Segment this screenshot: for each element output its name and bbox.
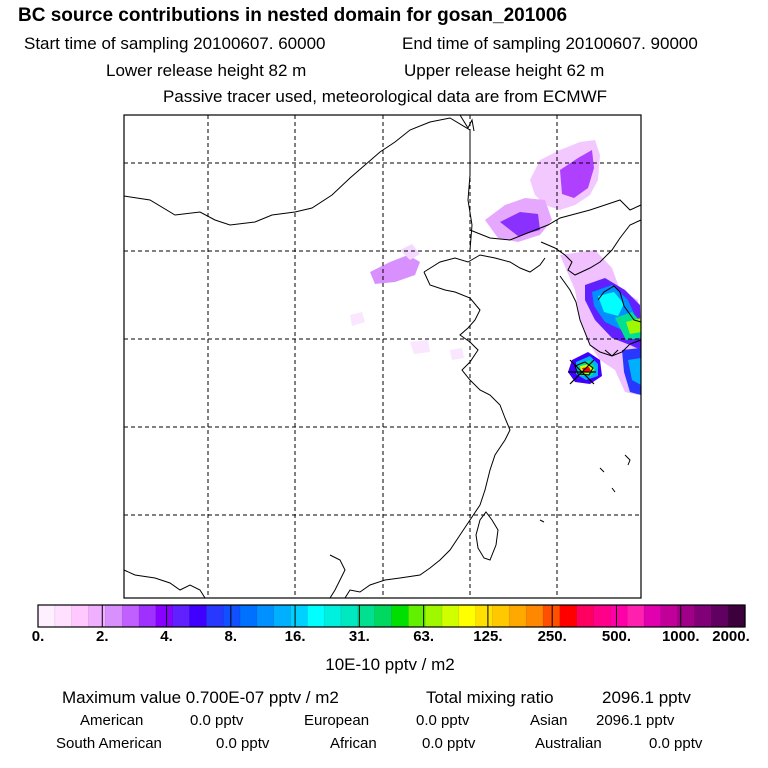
colorbar-cell [677,605,696,627]
colorbar-cell [660,605,679,627]
region-south-american-name: South American [56,735,162,752]
colorbar-tick-label: 4. [160,628,173,645]
colorbar-cell [711,605,729,627]
colorbar-cell [341,605,359,627]
colorbar-cell [256,605,275,627]
colorbar-cell [610,605,628,627]
colorbar-cell [54,605,73,627]
colorbar-tick-label: 250. [537,628,567,645]
colorbar-cell [240,605,258,627]
colorbar-cell [206,605,224,627]
receptor-marker [568,359,596,385]
lower-release-height: Lower release height 82 m [106,61,307,80]
total-mixing-value: 2096.1 pptv [602,688,691,707]
colorbar-cell [189,605,207,627]
region-australian-name: Australian [535,735,602,752]
colorbar-units: 10E-10 pptv / m2 [325,655,455,674]
plume-scatter-1 [350,312,365,326]
colorbar-cell [475,605,494,627]
colorbar-tick-label: 1000. [661,628,700,645]
coastlines [123,114,642,599]
start-time: Start time of sampling 20100607. 60000 [24,34,326,53]
colorbar-cell [122,605,140,627]
colorbar-cell [458,605,477,627]
map-frame [123,114,642,599]
colorbar-cell [492,605,510,627]
region-european-value: 0.0 pptv [416,712,470,729]
colorbar-tick-label: 125. [473,628,503,645]
colorbar-cell [374,605,393,627]
plume-scatter-3 [450,348,464,360]
colorbar-cell [509,605,527,627]
region-australian-value: 0.0 pptv [649,735,703,752]
plume-mid-core [500,212,540,236]
colorbar-tick-label: 8. [224,628,238,645]
colorbar-cell [105,605,123,627]
colorbar-cell [408,605,426,627]
colorbar-tick-label: 2000. [712,628,750,645]
colorbar-tick-label: 31. [348,628,370,645]
colorbar-cell [442,605,460,627]
colorbar-cell [307,605,325,627]
gridlines [124,115,641,598]
colorbar-cell [627,605,645,627]
plume-scatter-2 [410,340,430,354]
colorbar-cell [172,605,191,627]
maximum-value: Maximum value 0.700E-07 pptv / m2 [62,688,339,707]
region-south-american-value: 0.0 pptv [216,735,270,752]
region-european-name: European [304,712,370,729]
colorbar-cell [694,605,712,627]
colorbar-cell [324,605,342,627]
plume-layer [350,140,641,395]
colorbar-cell [139,605,157,627]
colorbar-cell [290,605,308,627]
colorbar-cell [644,605,662,627]
plume-korea-lime [626,318,641,334]
plume-korea-south-core [628,358,641,385]
colorbar-cell [391,605,409,627]
plume-north-core [560,150,594,198]
region-african-value: 0.0 pptv [422,735,476,752]
colorbar-cell [593,605,611,627]
colorbar-tick-label: 500. [601,628,632,645]
colorbar-cell [576,605,595,627]
plume-gosan-red [582,367,591,372]
colorbar-cell [38,605,56,627]
colorbar-cell [71,605,90,627]
plume-west-light [400,244,420,260]
region-asian-name: Asian [530,712,568,729]
tracer-note: Passive tracer used, meteorological data… [162,87,608,106]
total-mixing-label: Total mixing ratio [426,688,554,707]
colorbar-tick-label: 16. [284,628,306,645]
colorbar-cell [728,605,746,627]
colorbar-tick-label: 63. [413,628,435,645]
colorbar-cell [223,605,241,627]
chart-title: BC source contributions in nested domain… [18,5,568,26]
region-asian-value: 2096.1 pptv [596,712,675,729]
region-american-value: 0.0 pptv [190,712,244,729]
colorbar-cell [526,605,544,627]
plume-korea-cyan [598,292,624,316]
colorbar-tick-label: 2. [96,628,109,645]
region-african-name: African [330,735,377,752]
colorbar-cell [155,605,174,627]
colorbar-cell [88,605,106,627]
colorbar-cell [559,605,578,627]
region-american-name: American [80,712,144,729]
colorbar-tick-label: 0. [31,628,45,645]
colorbar-cell [273,605,292,627]
upper-release-height: Upper release height 62 m [404,61,605,80]
colorbar-cell [357,605,376,627]
end-time: End time of sampling 20100607. 90000 [402,34,698,53]
colorbar-cell [425,605,443,627]
